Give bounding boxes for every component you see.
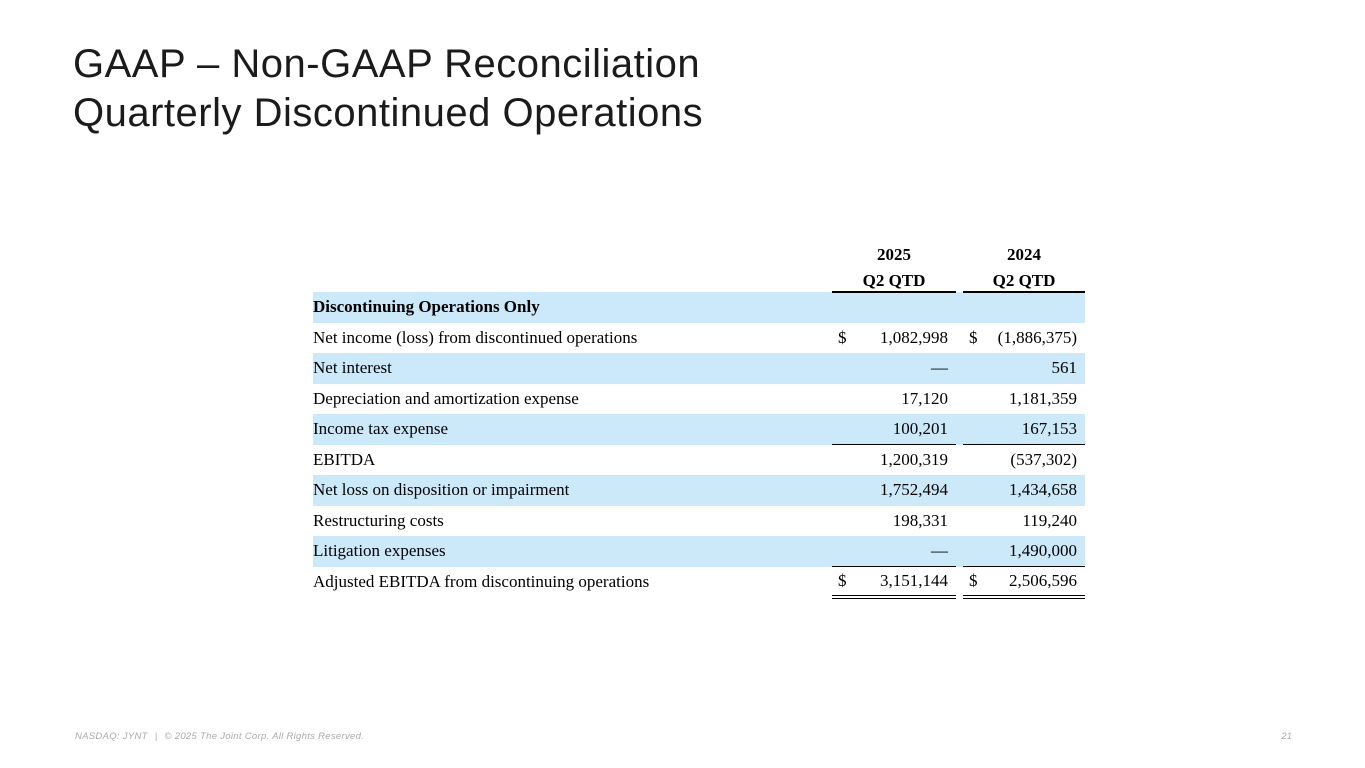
page-title: GAAP – Non-GAAP Reconciliation Quarterly… bbox=[73, 40, 703, 138]
value-text: (1,886,375) bbox=[997, 327, 1077, 347]
period-header-row: Q2 QTD Q2 QTD bbox=[313, 265, 1085, 293]
title-line-2: Quarterly Discontinued Operations bbox=[73, 91, 704, 135]
column-spacer bbox=[956, 445, 963, 476]
column-spacer bbox=[956, 238, 963, 265]
value-2025 bbox=[832, 292, 956, 323]
value-text: (537,302) bbox=[1010, 450, 1077, 469]
column-spacer bbox=[956, 384, 963, 415]
table-row: Restructuring costs 198,331 119,240 bbox=[313, 506, 1085, 537]
value-2024: (537,302) bbox=[963, 445, 1085, 476]
value-text: 1,181,359 bbox=[1009, 388, 1077, 408]
value-text: 2,506,596 bbox=[1009, 571, 1077, 590]
table-row: Adjusted EBITDA from discontinuing opera… bbox=[313, 566, 1085, 599]
row-label: Net interest bbox=[313, 358, 392, 378]
value-2025: 17,120 bbox=[832, 384, 956, 415]
table-row: Net interest — 561 bbox=[313, 353, 1085, 384]
value-2024: $ (1,886,375) bbox=[963, 323, 1085, 354]
year-header-row: 2025 2024 bbox=[313, 238, 1085, 265]
value-2024: 561 bbox=[963, 353, 1085, 384]
value-text: — bbox=[931, 541, 948, 560]
value-2025: 1,200,319 bbox=[832, 445, 956, 476]
value-2024: $2,506,596 bbox=[963, 566, 1085, 599]
column-spacer bbox=[956, 292, 963, 323]
table-row: Litigation expenses — 1,490,000 bbox=[313, 536, 1085, 567]
row-label: Income tax expense bbox=[313, 419, 448, 439]
value-text: 1,082,998 bbox=[880, 327, 948, 347]
reconciliation-table-body: Discontinuing Operations Only Net income … bbox=[313, 292, 1085, 599]
footer-separator: | bbox=[154, 731, 158, 742]
value-text: 167,153 bbox=[1021, 419, 1077, 438]
value-2025: 1,752,494 bbox=[832, 475, 956, 506]
row-label: Net income (loss) from discontinued oper… bbox=[313, 327, 638, 347]
table-row: Income tax expense 100,201 167,153 bbox=[313, 414, 1085, 445]
year-2024-header: 2024 bbox=[1007, 245, 1041, 264]
currency-symbol: $ bbox=[838, 571, 847, 590]
value-2024: 167,153 bbox=[963, 414, 1085, 445]
title-line-1: GAAP – Non-GAAP Reconciliation bbox=[73, 42, 701, 86]
table-row: Discontinuing Operations Only bbox=[313, 292, 1085, 323]
row-label: Adjusted EBITDA from discontinuing opera… bbox=[313, 571, 650, 591]
value-2024: 1,490,000 bbox=[963, 536, 1085, 567]
table-row: Net loss on disposition or impairment 1,7… bbox=[313, 475, 1085, 506]
column-spacer bbox=[956, 536, 963, 567]
column-spacer bbox=[956, 506, 963, 537]
value-2025: 198,331 bbox=[832, 506, 956, 537]
value-text: 561 bbox=[1051, 358, 1078, 378]
value-text: — bbox=[931, 358, 948, 378]
empty-header-cell bbox=[313, 265, 832, 292]
table-row: Net income (loss) from discontinued oper… bbox=[313, 323, 1085, 354]
column-spacer bbox=[956, 265, 963, 292]
row-label: Depreciation and amortization expense bbox=[313, 388, 579, 408]
value-text: 119,240 bbox=[1022, 510, 1077, 530]
value-2025: $3,151,144 bbox=[832, 566, 956, 599]
value-text: 1,490,000 bbox=[1009, 541, 1077, 560]
value-2025: — bbox=[832, 353, 956, 384]
row-label: EBITDA bbox=[313, 449, 376, 469]
value-text: 100,201 bbox=[892, 419, 948, 438]
value-2024: 1,181,359 bbox=[963, 384, 1085, 415]
value-2024: 119,240 bbox=[963, 506, 1085, 537]
footer-ticker: NASDAQ: JYNT bbox=[75, 731, 148, 742]
currency-symbol: $ bbox=[838, 327, 847, 347]
value-text: 17,120 bbox=[901, 388, 948, 408]
currency-symbol: $ bbox=[969, 571, 978, 590]
value-text: 3,151,144 bbox=[880, 571, 948, 590]
page-number: 21 bbox=[1281, 731, 1292, 742]
year-2025-header: 2025 bbox=[877, 245, 911, 264]
row-label: Restructuring costs bbox=[313, 510, 444, 530]
row-label: Discontinuing Operations Only bbox=[313, 297, 540, 317]
row-label: Net loss on disposition or impairment bbox=[313, 480, 570, 500]
currency-symbol: $ bbox=[969, 327, 978, 347]
value-text: 1,434,658 bbox=[1009, 480, 1077, 500]
table-header: 2025 2024 Q2 QTD Q2 QTD bbox=[313, 238, 1085, 293]
row-label: Litigation expenses bbox=[313, 541, 446, 561]
value-2024 bbox=[963, 292, 1085, 323]
column-spacer bbox=[956, 414, 963, 445]
column-spacer bbox=[956, 323, 963, 354]
value-text: 1,200,319 bbox=[880, 450, 948, 469]
column-spacer bbox=[956, 353, 963, 384]
value-2025: $1,082,998 bbox=[832, 323, 956, 354]
value-text: 1,752,494 bbox=[880, 480, 948, 500]
empty-header-cell bbox=[313, 238, 832, 265]
table-row: Depreciation and amortization expense 17,… bbox=[313, 384, 1085, 415]
footer-text: NASDAQ: JYNT | © 2025 The Joint Corp. All … bbox=[75, 731, 364, 742]
period-2024-header: Q2 QTD bbox=[963, 265, 1085, 293]
column-spacer bbox=[956, 475, 963, 506]
reconciliation-table: 2025 2024 Q2 QTD Q2 QTD Discontinuing Op… bbox=[313, 238, 1085, 599]
column-spacer bbox=[956, 567, 963, 598]
value-2025: — bbox=[832, 536, 956, 567]
period-2025-header: Q2 QTD bbox=[832, 265, 956, 293]
footer-copyright: © 2025 The Joint Corp. All Rights Reserv… bbox=[164, 731, 365, 742]
value-text: 198,331 bbox=[892, 510, 948, 530]
table-row: EBITDA 1,200,319 (537,302) bbox=[313, 445, 1085, 476]
value-2024: 1,434,658 bbox=[963, 475, 1085, 506]
value-2025: 100,201 bbox=[832, 414, 956, 445]
